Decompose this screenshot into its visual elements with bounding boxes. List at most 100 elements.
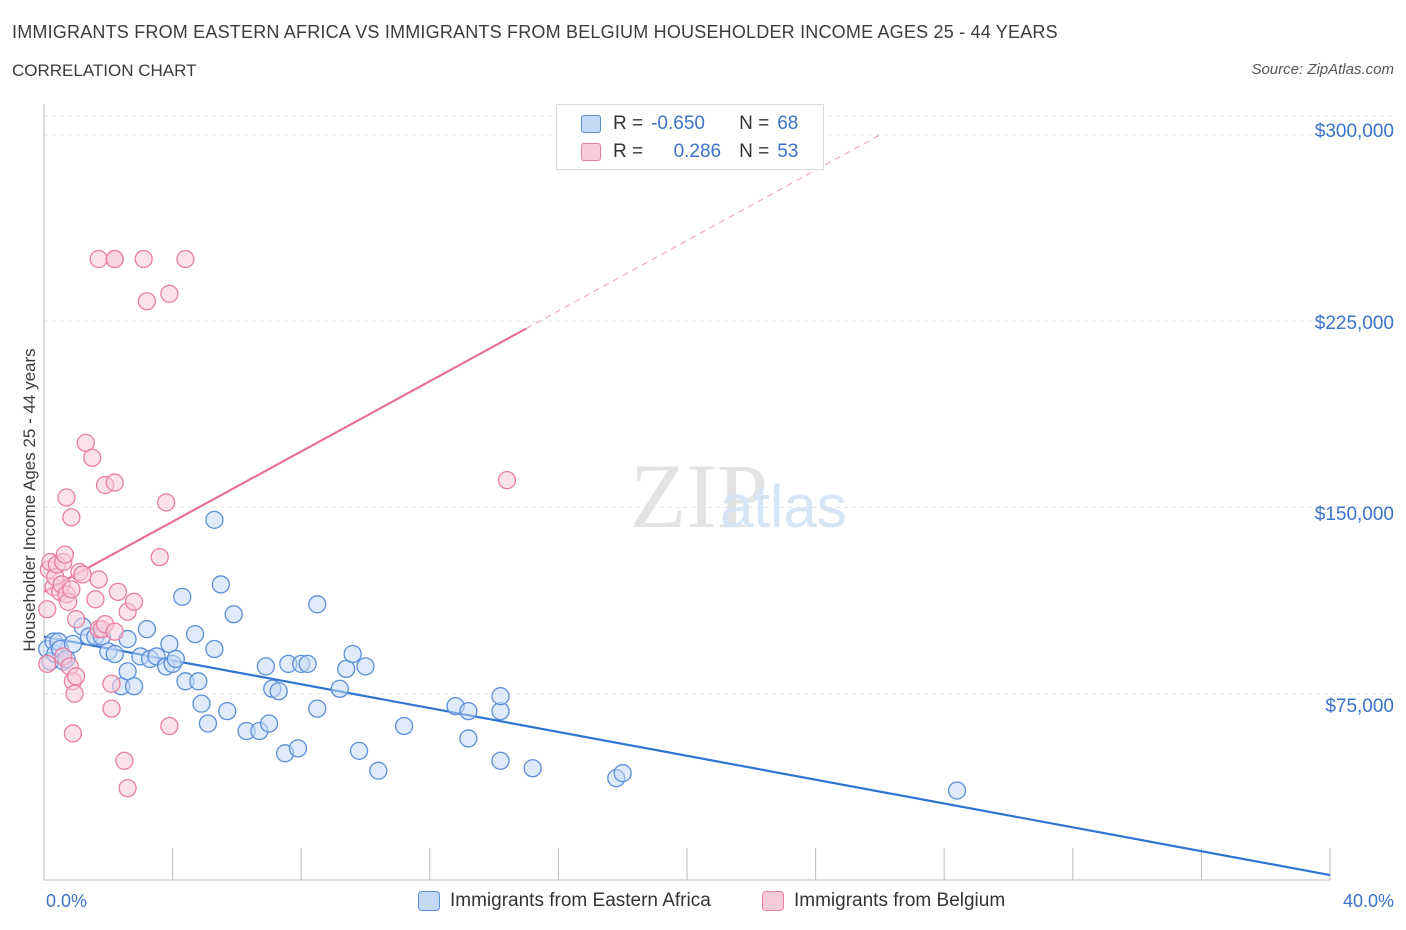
data-point [86,590,105,609]
legend-swatch-pink [762,891,784,911]
data-point [166,649,185,669]
data-point [65,684,84,703]
data-point [150,547,169,567]
trendline [43,327,527,593]
data-point [38,654,57,674]
data-point [108,582,128,602]
data-point [105,644,124,664]
data-point [308,595,327,614]
trendlines [43,134,1331,877]
y-tick-label: $300,000 [1314,121,1394,142]
data-point [105,473,124,492]
data-point [523,759,542,778]
data-point [137,619,157,639]
series-legend: Immigrants from Eastern Africa Immigrant… [0,890,1406,914]
data-point [176,249,195,269]
series-points-1 [38,249,517,798]
data-point [67,667,86,686]
data-point [259,714,279,733]
y-axis-label: Householder Income Ages 25 - 44 years [20,348,39,652]
legend-r-label: R = [613,141,644,162]
legend-swatch-pink [581,143,601,161]
data-point [205,510,224,529]
legend-r-label: R = [613,113,644,134]
data-point [218,701,237,721]
data-point [192,694,211,713]
watermark-zip: ZIP [630,445,768,547]
data-point [83,448,102,467]
data-point [356,657,375,676]
data-point [189,672,208,691]
data-point [330,679,349,698]
watermark-atlas: atlas [720,473,847,540]
y-tick-label: $150,000 [1314,504,1394,525]
data-point [497,470,517,490]
data-point [288,739,308,758]
data-point [38,600,57,619]
data-point [57,488,76,507]
legend-item-belgium: Immigrants from Belgium [762,890,1005,912]
data-point [947,781,967,800]
data-point [124,592,144,611]
data-point [173,587,192,606]
data-point [224,605,243,624]
data-point [298,654,317,674]
legend-label: Immigrants from Belgium [794,890,1006,911]
data-point [137,292,157,311]
legend-n-value: 53 [777,141,799,162]
data-point [369,761,388,780]
data-point [205,639,224,659]
x-tick-label-max: 40.0% [1342,891,1394,911]
data-point [211,575,230,594]
source-credit: Source: ZipAtlas.com [1251,61,1394,78]
data-point [459,729,478,748]
legend-swatch-blue [581,115,601,133]
data-point [343,644,362,664]
data-point [89,249,108,269]
legend-swatch-blue [418,891,440,911]
data-point [256,657,275,676]
axes [43,104,1331,881]
data-point [269,682,288,701]
data-point [160,284,179,303]
data-point [105,249,124,269]
data-point [89,570,108,589]
data-point [73,565,92,584]
data-points [38,249,967,800]
trendline [43,635,1331,877]
x-tick-label-min: 0.0% [46,891,88,911]
legend-label: Immigrants from Eastern Africa [450,890,711,911]
data-point [62,508,81,527]
series-points-0 [38,510,967,800]
legend-n-label: N = [739,113,770,134]
chart-subtitle: CORRELATION CHART [12,61,197,80]
data-point [124,677,144,696]
data-point [491,687,510,706]
legend-row-belgium: R = 0.286 N = 53 [581,139,798,165]
y-axis-label-wrap: Householder Income Ages 25 - 44 years [10,300,50,700]
data-point [198,714,218,733]
stats-legend: R = -0.650 N = 68 R = 0.286 N = 53 [556,104,824,170]
data-point [613,764,632,783]
data-point [491,751,510,770]
data-point [62,580,81,599]
data-point [459,701,478,721]
trendline [525,134,881,330]
data-point [308,699,327,718]
y-tick-label: $225,000 [1314,313,1394,334]
data-point [102,674,121,693]
data-point [160,716,179,736]
data-point [105,622,124,641]
data-point [157,493,176,512]
data-point [118,778,137,798]
legend-n-label: N = [739,141,770,162]
data-point [349,741,369,760]
legend-r-value: 0.286 [673,141,722,162]
data-point [63,724,83,743]
data-point [102,699,121,718]
y-tick-label: $75,000 [1325,696,1394,717]
data-point [394,716,414,736]
watermark: ZIP atlas [630,445,847,547]
legend-r-value: -0.650 [651,113,705,134]
